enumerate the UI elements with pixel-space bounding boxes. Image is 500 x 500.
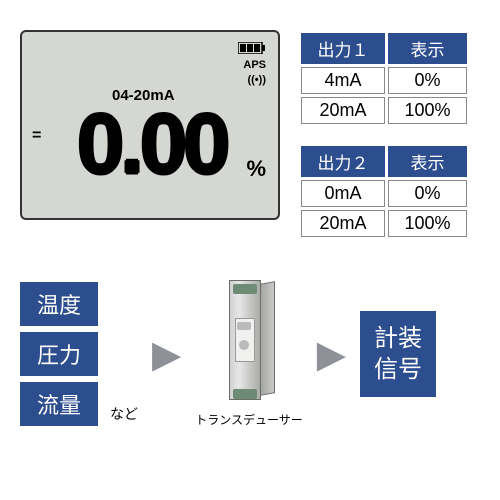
- arrow-icon: ▶: [317, 332, 346, 377]
- flow-diagram: 温度 圧力 流量 など ▶ トランスデューサー ▶ 計装 信号: [0, 250, 500, 428]
- table-cell: 20mA: [301, 210, 385, 237]
- lcd-display: APS ((•)) = 04-20mA 0.00 %: [20, 30, 280, 220]
- table-cell: 100%: [388, 210, 467, 237]
- table-header: 表示: [388, 33, 467, 64]
- table-header: 表示: [388, 146, 467, 177]
- signal-icon: ((•)): [247, 74, 266, 86]
- transducer-block: トランスデューサー: [195, 280, 303, 428]
- table-header: 出力２: [301, 146, 385, 177]
- table-cell: 0%: [388, 67, 467, 94]
- lcd-status-icons: APS ((•)): [238, 42, 266, 87]
- table-cell: 0mA: [301, 180, 385, 207]
- transducer-label: トランスデューサー: [195, 411, 303, 428]
- output-table-1: 出力１ 表示 4mA 0% 20mA 100%: [298, 30, 470, 127]
- battery-icon: [238, 42, 266, 58]
- table-cell: 20mA: [301, 97, 385, 124]
- output-box-line2: 信号: [374, 356, 422, 383]
- output-box-line1: 計装: [374, 325, 422, 352]
- tag-pressure: 圧力: [20, 332, 98, 376]
- lcd-left-mark: =: [32, 127, 41, 145]
- table-header: 出力１: [301, 33, 385, 64]
- table-cell: 4mA: [301, 67, 385, 94]
- arrow-icon: ▶: [152, 332, 181, 377]
- output-table-2: 出力２ 表示 0mA 0% 20mA 100%: [298, 143, 470, 240]
- transducer-icon: [219, 280, 279, 405]
- table-cell: 0%: [388, 180, 467, 207]
- input-tags: 温度 圧力 流量: [20, 282, 98, 426]
- lcd-value: 0.00: [77, 102, 226, 187]
- etc-label: など: [110, 404, 138, 424]
- aps-label: APS: [243, 59, 266, 71]
- tag-temperature: 温度: [20, 282, 98, 326]
- tag-flowrate: 流量: [20, 382, 98, 426]
- lcd-unit: %: [246, 156, 266, 182]
- output-box: 計装 信号: [360, 311, 436, 397]
- table-cell: 100%: [388, 97, 467, 124]
- output-tables: 出力１ 表示 4mA 0% 20mA 100% 出力２ 表示 0mA 0% 20: [298, 30, 480, 240]
